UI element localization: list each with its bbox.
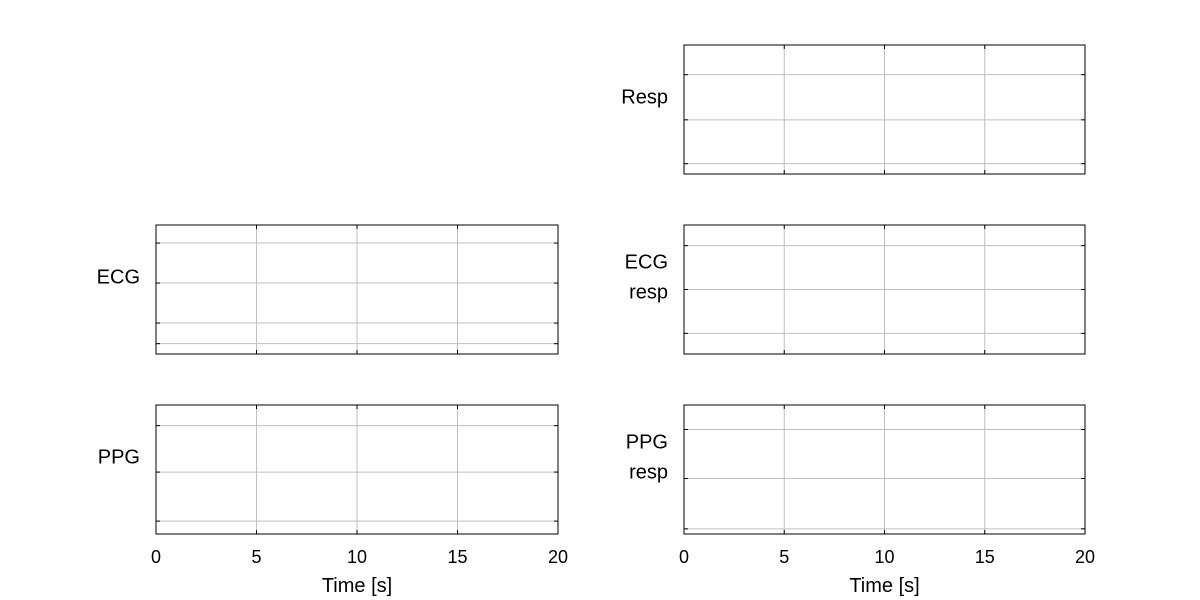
y-axis-label: PPG	[626, 432, 668, 454]
y-axis-label: PPG	[98, 447, 140, 469]
x-tick-label: 15	[975, 547, 995, 567]
x-tick-label: 5	[251, 547, 261, 567]
axes-frame	[155, 404, 559, 535]
axes-frame	[155, 224, 559, 355]
x-tick-label: 0	[151, 547, 161, 567]
axes-frame	[683, 404, 1086, 535]
x-tick-label: 10	[347, 547, 367, 567]
y-axis-label: Resp	[621, 87, 668, 109]
axes-frame	[683, 224, 1086, 355]
x-tick-label: 20	[1075, 547, 1095, 567]
y-axis-label: resp	[629, 462, 668, 484]
y-axis-label: resp	[629, 282, 668, 304]
x-axis-label: Time [s]	[849, 575, 919, 597]
subplot-1: ECG	[97, 224, 559, 355]
x-tick-label: 20	[548, 547, 568, 567]
subplot-2: PPG 0 5 10 15 20 Time [s]	[98, 404, 568, 597]
x-tick-label: 15	[447, 547, 467, 567]
x-tick-label: 10	[874, 547, 894, 567]
subplot-4: ECG resp	[625, 224, 1086, 355]
y-axis-label: ECG	[97, 267, 140, 289]
x-axis-label: Time [s]	[322, 575, 392, 597]
subplot-5: PPG resp 0 5 10 15 20 Time [s]	[626, 404, 1095, 597]
y-axis-label: ECG	[625, 252, 668, 274]
x-tick-label: 0	[679, 547, 689, 567]
subplot-3: Resp	[621, 44, 1086, 175]
axes-frame	[683, 44, 1086, 175]
x-tick-label: 5	[779, 547, 789, 567]
